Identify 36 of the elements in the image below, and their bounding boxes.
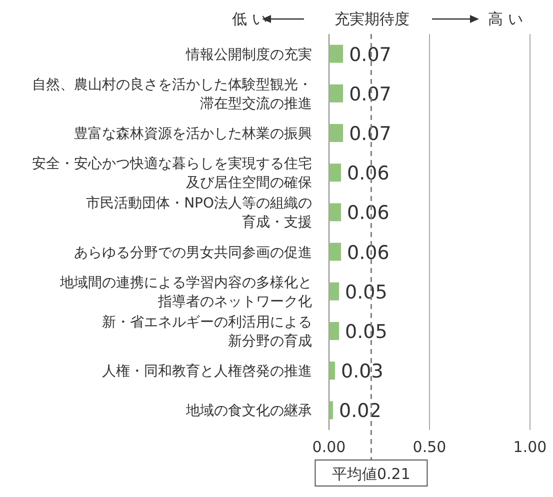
y-tick-label: 情報公開制度の充実 — [185, 46, 312, 63]
x-tick-label: 0.50 — [412, 438, 446, 456]
bar — [329, 322, 340, 340]
x-axis-title: 充実期待度 — [334, 10, 410, 28]
x-tick-label: 0.00 — [312, 438, 346, 456]
data-label: 0.07 — [349, 123, 392, 145]
y-tick-label: 地域間の連携による学習内容の多様化と指導者のネットワーク化 — [59, 274, 312, 310]
y-tick-label: 安全・安心かつ快適な暮らしを実現する住宅及び居住空間の確保 — [32, 156, 312, 192]
text: 高 い — [488, 10, 523, 28]
data-label: 0.07 — [349, 83, 392, 106]
bar — [329, 203, 342, 222]
y-tick-label: 豊富な森林資源を活かした林業の振興 — [74, 126, 312, 142]
y-tick-label: 人権・同和教育と人権啓発の推進 — [102, 362, 312, 380]
data-label: 0.03 — [341, 360, 384, 383]
data-label: 0.07 — [349, 44, 392, 66]
data-label: 0.06 — [347, 202, 390, 224]
x-tick-label: 1.00 — [513, 438, 547, 456]
bar — [329, 44, 344, 63]
y-tick-label: 新・省エネルギーの利活用による新分野の育成 — [102, 314, 312, 350]
data-label: 0.02 — [339, 400, 382, 422]
y-tick-label: 市民活動団体・NPO法人等の組織の育成・支援 — [86, 196, 312, 231]
data-label: 0.05 — [345, 321, 388, 343]
bar — [329, 124, 344, 142]
bar — [329, 362, 336, 380]
y-tick-label: 地域の食文化の継承 — [185, 403, 312, 420]
data-label: 0.06 — [347, 162, 390, 185]
bar — [329, 282, 340, 300]
y-tick-label: あらゆる分野での男女共同参画の促進 — [74, 244, 312, 261]
bar — [329, 164, 342, 182]
bar — [329, 84, 344, 102]
y-tick-label: 自然、農山村の良さを活かした体験型観光・滞在型交流の推進 — [32, 76, 312, 112]
data-label: 0.05 — [345, 281, 388, 304]
ref-line-label: 平均値0.21 — [332, 465, 410, 483]
bar — [329, 242, 342, 261]
data-label: 0.06 — [347, 242, 390, 264]
bar — [329, 401, 334, 420]
